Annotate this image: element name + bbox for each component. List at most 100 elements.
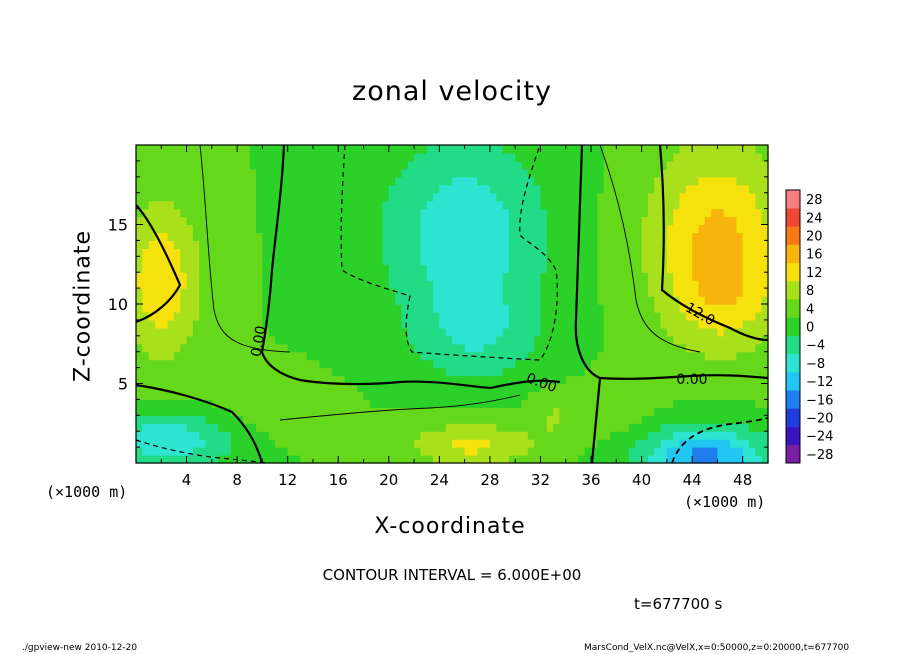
field-cell [319,391,327,400]
field-cell [439,145,447,154]
field-cell [742,168,750,178]
field-cell [186,311,194,321]
field-cell [344,304,352,313]
field-cell [350,168,358,178]
field-cell [597,343,605,353]
field-cell [692,248,700,257]
field-cell [553,176,561,186]
field-cell [338,431,346,440]
field-cell [249,335,257,345]
field-cell [610,423,617,432]
field-cell [578,200,586,210]
field-cell [439,184,447,194]
field-cell [654,327,662,337]
field-cell [622,304,630,313]
field-cell [546,383,554,393]
field-cell [660,327,668,337]
contour-negative-bottom [135,439,269,464]
field-cell [698,319,706,329]
field-cell [647,311,655,321]
field-cell [350,359,358,369]
x-tick-label: 32 [531,471,550,489]
field-cell [508,431,516,440]
field-cell [584,423,592,432]
field-cell [698,375,706,385]
field-cell [281,176,289,186]
field-cell [256,407,263,416]
field-cell [698,415,706,424]
field-cell [502,407,510,416]
field-cell [565,311,573,321]
field-cell [666,423,674,432]
field-cell [142,455,150,464]
field-cell [711,359,719,369]
field-cell [287,359,295,369]
field-cell [395,319,403,329]
field-cell [180,224,188,234]
field-cell [591,391,598,400]
field-cell [211,327,219,337]
field-cell [736,256,744,265]
field-cell [401,407,409,416]
field-cell [312,248,320,257]
field-cell [730,248,737,257]
field-cell [578,431,586,440]
field-cell [515,296,523,305]
field-cell [698,208,706,218]
field-cell [742,184,750,194]
field-cell [723,272,731,281]
field-cell [489,224,497,234]
field-cell [578,319,586,329]
field-cell [154,407,162,416]
field-cell [755,351,763,361]
field-cell [173,327,181,337]
field-cell [692,399,700,408]
field-cell [736,407,744,416]
field-cell [628,415,636,424]
field-cell [723,256,731,265]
field-cell [148,431,156,440]
field-cell [508,423,516,432]
field-cell [572,447,579,456]
field-cell [407,280,415,289]
field-cell [230,335,238,345]
field-cell [553,256,561,265]
field-cell [452,288,459,297]
field-cell [218,319,226,329]
field-cell [704,288,712,297]
field-cell [534,423,542,432]
field-cell [761,304,769,313]
colorbar-segment [786,390,800,409]
field-cell [673,248,681,257]
field-cell [521,455,529,464]
field-cell [218,407,226,416]
field-cell [711,184,719,194]
field-cell [287,304,295,313]
field-cell [565,224,573,234]
field-cell [692,319,700,329]
field-cell [319,264,327,273]
field-cell [749,152,756,162]
field-cell [382,192,390,202]
field-cell [692,152,700,162]
field-cell [331,192,339,202]
field-cell [344,407,352,416]
field-cell [192,351,200,361]
field-cell [148,375,156,385]
field-cell [287,216,295,226]
field-cell [243,343,251,353]
field-cell [433,431,440,440]
field-cell [382,359,390,369]
field-cell [218,296,226,305]
field-cell [426,176,434,186]
field-cell [685,375,693,385]
field-cell [597,240,605,249]
field-cell [730,415,737,424]
field-cell [515,232,523,241]
field-cell [508,311,516,321]
field-cell [319,145,327,154]
field-cell [325,343,333,353]
field-cell [717,184,725,194]
field-cell [136,455,143,464]
field-cell [584,447,592,456]
